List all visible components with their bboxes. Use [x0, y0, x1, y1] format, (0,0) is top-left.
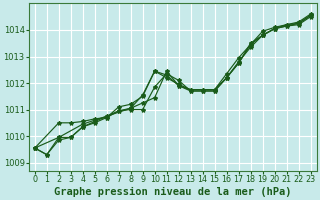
X-axis label: Graphe pression niveau de la mer (hPa): Graphe pression niveau de la mer (hPa) — [54, 186, 292, 197]
